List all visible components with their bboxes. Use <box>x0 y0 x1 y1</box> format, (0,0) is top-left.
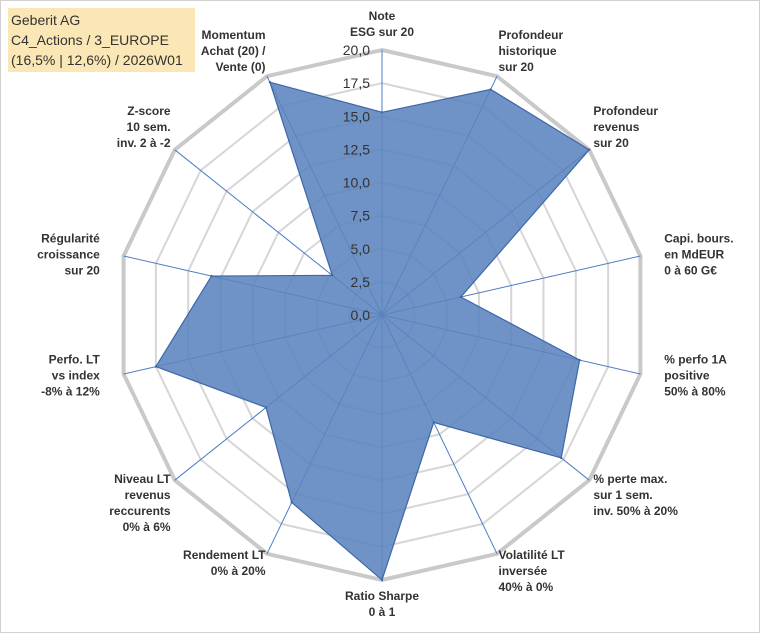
data-point-1 <box>489 88 492 91</box>
data-point-2 <box>588 148 591 151</box>
data-point-7 <box>380 578 384 582</box>
category-label-line: Profondeur <box>499 28 564 42</box>
category-label-line: sur 1 sem. <box>593 488 652 502</box>
category-label-line: ESG sur 20 <box>350 25 414 39</box>
category-label-9: Niveau LT revenus reccurents 0% à 6% <box>109 472 171 534</box>
category-label-line: croissance <box>37 247 100 261</box>
category-label-line: en MdEUR <box>664 247 724 261</box>
category-label-line: Perfo. LT <box>49 353 101 367</box>
category-label-3: Capi. bours. en MdEUR 0 à 60 G€ <box>664 231 733 277</box>
tick-label-1: 2,5 <box>351 274 371 290</box>
radar-tick-labels: 0,0 2,5 5,0 7,5 10,0 12,5 15,0 17,5 20,0 <box>343 42 370 323</box>
data-point-0 <box>380 111 384 114</box>
category-label-line: 0 à 1 <box>369 605 396 619</box>
category-label-line: inv. 2 à -2 <box>117 136 171 150</box>
category-label-line: inv. 50% à 20% <box>593 504 678 518</box>
category-label-line: sur 20 <box>64 263 100 277</box>
category-label-10: Perfo. LT vs index -8% à 12% <box>41 353 100 399</box>
category-label-line: Régularité <box>41 231 100 245</box>
category-label-line: Niveau LT <box>114 472 171 486</box>
category-label-line: 0% à 20% <box>211 564 266 578</box>
series-area-0 <box>155 81 591 582</box>
tick-label-3: 7,5 <box>351 208 371 224</box>
radar-series <box>154 81 591 582</box>
chart-title-box: Geberit AG C4_Actions / 3_EUROPE (16,5% … <box>8 8 195 72</box>
title-line-2: C4_Actions / 3_EUROPE <box>11 32 169 48</box>
category-label-13: Momentum Achat (20) / Vente (0) <box>201 28 266 74</box>
category-label-line: sur 20 <box>499 60 535 74</box>
data-point-11 <box>210 274 213 278</box>
category-label-line: Achat (20) / <box>201 44 266 58</box>
radar-category-labels: Note ESG sur 20 Profondeur historique sur 20… <box>37 9 733 619</box>
title-line-3: (16,5% | 12,6%) / 2026W01 <box>11 52 183 68</box>
category-label-line: reccurents <box>109 504 171 518</box>
category-label-line: Ratio Sharpe <box>345 589 419 603</box>
category-label-0: Note ESG sur 20 <box>350 9 414 39</box>
category-label-8: Rendement LT 0% à 20% <box>183 548 266 578</box>
category-label-line: 0% à 6% <box>123 520 171 534</box>
data-point-5 <box>560 456 563 460</box>
tick-label-8: 20,0 <box>343 42 370 58</box>
data-point-13 <box>268 81 272 84</box>
category-label-line: % perfo 1A <box>664 353 727 367</box>
data-point-6 <box>432 421 435 424</box>
category-label-line: Volatilité LT <box>499 548 566 562</box>
category-label-5: % perte max. sur 1 sem. inv. 50% à 20% <box>593 472 678 518</box>
category-label-line: Rendement LT <box>183 548 266 562</box>
category-label-line: Profondeur <box>593 104 658 118</box>
category-label-6: Volatilité LT inversée 40% à 0% <box>499 548 566 594</box>
category-label-1: Profondeur historique sur 20 <box>499 28 564 74</box>
category-label-line: % perte max. <box>593 472 667 486</box>
category-label-line: sur 20 <box>593 136 629 150</box>
tick-label-4: 10,0 <box>343 175 370 191</box>
data-point-8 <box>290 501 293 504</box>
category-label-line: positive <box>664 369 710 383</box>
tick-label-5: 12,5 <box>343 141 370 157</box>
category-label-4: % perfo 1A positive 50% à 80% <box>664 353 727 399</box>
tick-label-7: 17,5 <box>343 75 370 91</box>
category-label-11: Régularité croissance sur 20 <box>37 231 100 277</box>
category-label-line: Capi. bours. <box>664 231 733 245</box>
data-point-4 <box>578 358 581 362</box>
data-point-3 <box>459 295 462 299</box>
category-label-7: Ratio Sharpe 0 à 1 <box>345 589 419 619</box>
tick-label-0: 0,0 <box>351 307 371 323</box>
category-label-line: Note <box>369 9 396 23</box>
category-label-line: Vente (0) <box>215 60 265 74</box>
category-label-line: historique <box>499 44 557 58</box>
category-label-line: Z-score <box>127 104 171 118</box>
category-label-line: 50% à 80% <box>664 385 726 399</box>
category-label-12: Z-score 10 sem. inv. 2 à -2 <box>117 104 171 150</box>
data-point-9 <box>264 406 268 409</box>
category-label-line: -8% à 12% <box>41 385 100 399</box>
category-label-line: inversée <box>499 564 548 578</box>
data-point-10 <box>154 365 158 368</box>
category-label-line: vs index <box>52 369 100 383</box>
category-label-line: 40% à 0% <box>499 580 554 594</box>
category-label-line: Momentum <box>202 28 266 42</box>
category-label-line: revenus <box>593 120 639 134</box>
tick-label-2: 5,0 <box>351 241 371 257</box>
title-line-1: Geberit AG <box>11 12 81 28</box>
category-label-line: revenus <box>125 488 171 502</box>
category-label-2: Profondeur revenus sur 20 <box>593 104 658 150</box>
category-label-line: 0 à 60 G€ <box>664 263 717 277</box>
category-label-line: 10 sem. <box>127 120 171 134</box>
tick-label-6: 15,0 <box>343 108 370 124</box>
data-point-12 <box>331 274 334 277</box>
